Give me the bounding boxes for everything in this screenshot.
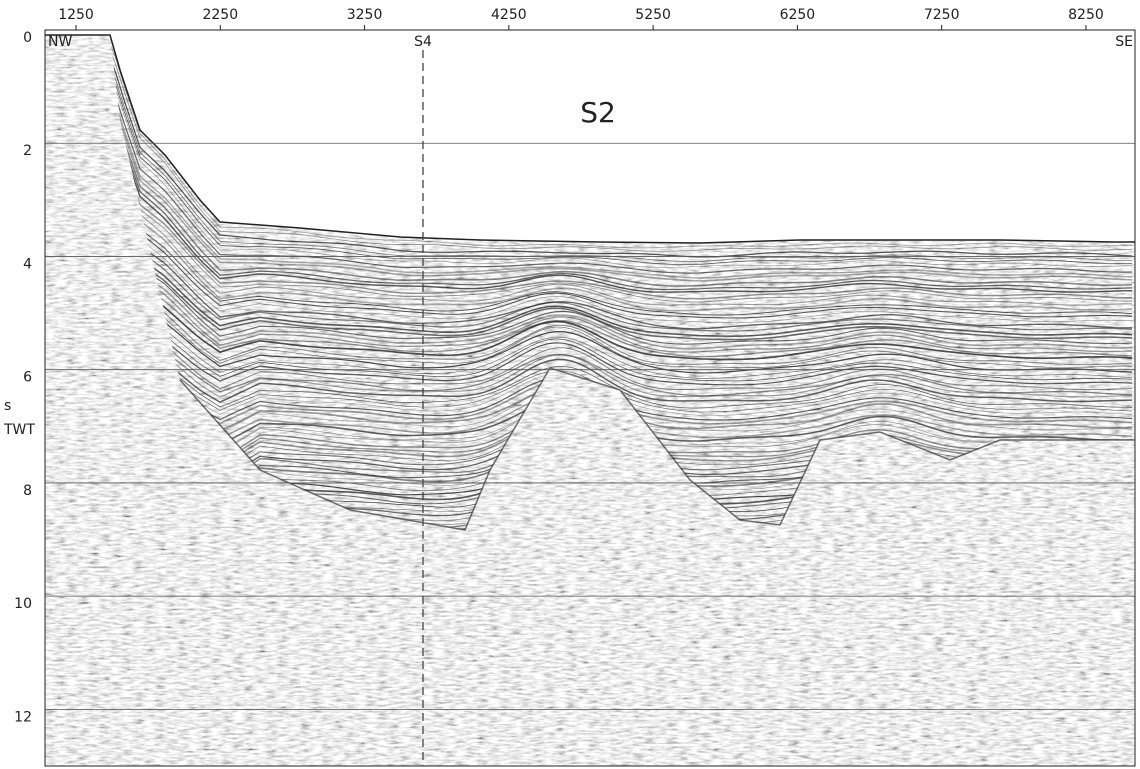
basement bbox=[179, 367, 1135, 531]
reflector bbox=[110, 76, 1133, 274]
x-tick-label: 1250 bbox=[58, 7, 94, 23]
reflector bbox=[110, 204, 1133, 361]
marker-label: S4 bbox=[414, 34, 432, 50]
reflector bbox=[110, 242, 1133, 386]
reflector bbox=[110, 251, 1133, 391]
reflector bbox=[110, 95, 1133, 287]
x-tick-label: 6250 bbox=[780, 7, 816, 23]
x-tick-label: 2250 bbox=[202, 7, 238, 23]
reflector bbox=[110, 189, 1133, 350]
reflector bbox=[110, 233, 1133, 379]
y-label: TWT bbox=[3, 422, 35, 438]
x-tick-label: 8250 bbox=[1068, 7, 1104, 23]
x-tick-label: 3250 bbox=[347, 7, 383, 23]
reflector bbox=[110, 132, 1133, 312]
seabed bbox=[45, 34, 1135, 244]
reflector bbox=[110, 258, 1133, 397]
x-tick-label: 7250 bbox=[924, 7, 960, 23]
reflector bbox=[110, 64, 1133, 266]
reflector bbox=[110, 225, 1133, 374]
reflector bbox=[110, 44, 1133, 252]
reflector bbox=[110, 162, 1133, 332]
section-label: S2 bbox=[580, 96, 616, 129]
reflector bbox=[110, 159, 1132, 330]
reflector bbox=[110, 143, 1133, 319]
reflector bbox=[110, 38, 1133, 249]
reflector bbox=[110, 125, 1133, 306]
reflector bbox=[110, 213, 1133, 366]
reflector bbox=[110, 138, 1133, 316]
y-tick-label: 6 bbox=[23, 370, 32, 386]
reflector bbox=[110, 101, 1133, 291]
reflector bbox=[110, 83, 1133, 279]
reflector bbox=[110, 105, 1133, 293]
reflector bbox=[110, 174, 1133, 341]
reflector bbox=[110, 150, 1133, 323]
plot-frame bbox=[44, 29, 1136, 767]
reflector bbox=[110, 169, 1133, 337]
reflector bbox=[110, 237, 1133, 382]
reflector bbox=[110, 69, 1133, 268]
y-tick-label: 2 bbox=[23, 143, 32, 159]
reflector bbox=[110, 268, 1133, 403]
y-tick-label: 10 bbox=[14, 596, 32, 612]
y-unit: s bbox=[4, 398, 11, 414]
reflector bbox=[110, 262, 1133, 398]
reflector bbox=[110, 51, 1133, 258]
reflector bbox=[110, 120, 1133, 303]
y-tick-label: 12 bbox=[14, 709, 32, 725]
reflector bbox=[110, 218, 1133, 368]
right-label: SE bbox=[1115, 34, 1133, 50]
x-tick-label: 4250 bbox=[491, 7, 527, 23]
y-tick-label: 8 bbox=[23, 483, 32, 499]
reflector bbox=[110, 183, 1133, 345]
y-tick-label: 0 bbox=[23, 30, 32, 46]
x-tick-label: 5250 bbox=[635, 7, 671, 23]
y-tick-label: 4 bbox=[23, 256, 32, 272]
grid bbox=[45, 142, 1135, 710]
reflector bbox=[110, 195, 1133, 353]
left-label: NW bbox=[48, 34, 72, 50]
reflector bbox=[110, 201, 1133, 358]
reflector bbox=[110, 88, 1133, 282]
reflector bbox=[110, 114, 1133, 300]
